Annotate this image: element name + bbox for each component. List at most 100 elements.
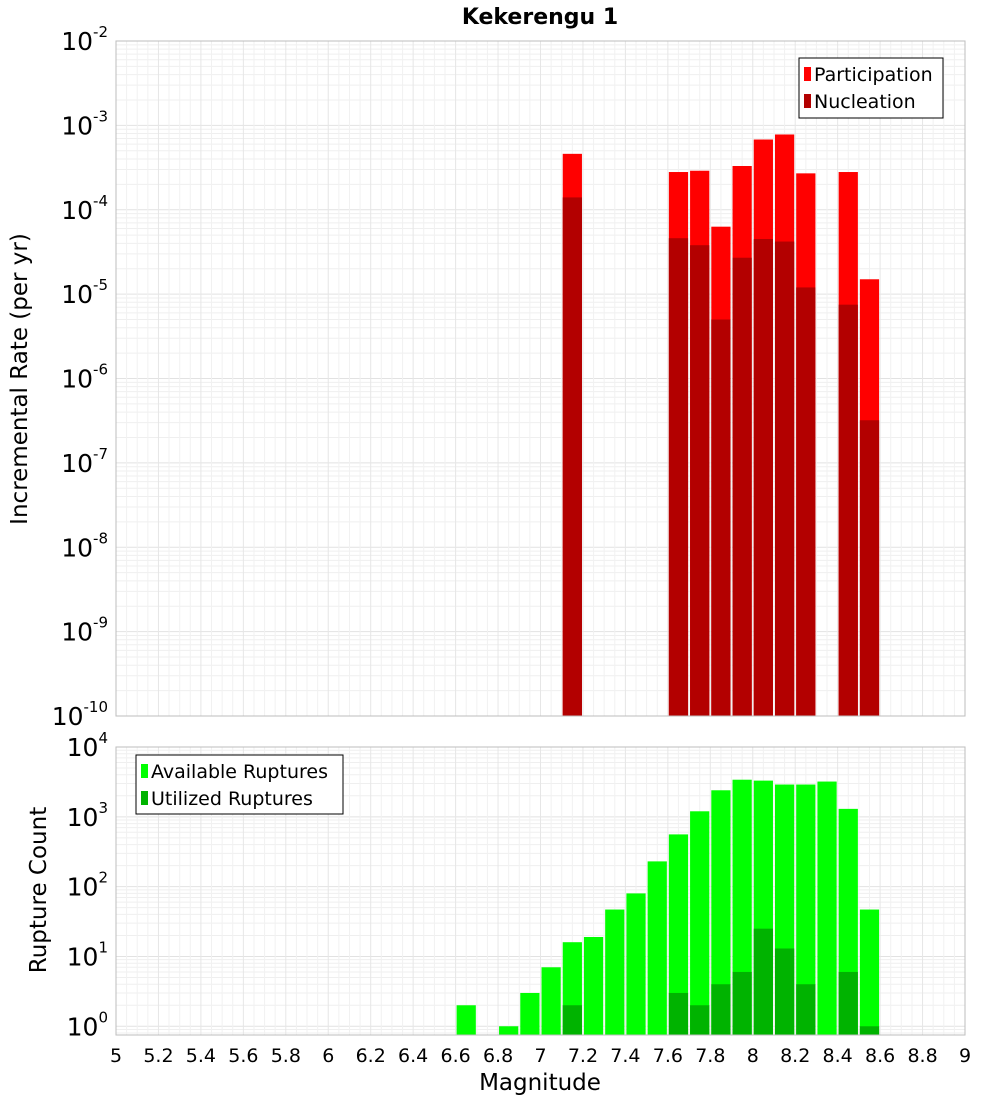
legend-label: Nucleation (814, 91, 916, 113)
y-tick-exponent: 3 (98, 799, 108, 817)
y-tick-base: 10 (61, 196, 93, 225)
bar-available-ruptures (456, 1005, 476, 1035)
bar-utilized-ruptures (838, 971, 858, 1035)
y-tick-exponent: -4 (93, 192, 108, 210)
y-tick-label: 10-7 (61, 445, 108, 478)
x-tick-label: 6 (322, 1045, 334, 1067)
legend-swatch (141, 764, 148, 778)
bar-nucleation (562, 197, 582, 717)
bar-nucleation (838, 304, 858, 716)
bar-nucleation (859, 420, 880, 716)
legend-label: Participation (814, 64, 933, 86)
bar-nucleation (796, 287, 816, 716)
x-tick-label: 7.4 (610, 1045, 640, 1067)
y-tick-base: 10 (61, 449, 93, 478)
bar-available-ruptures (690, 811, 710, 1035)
x-tick-label: 7 (534, 1045, 546, 1067)
y-tick-label: 10-2 (61, 23, 108, 56)
y-tick-exponent: -8 (93, 529, 108, 547)
chart-title: Kekerengu 1 (462, 5, 618, 30)
x-tick-label: 8.2 (780, 1045, 810, 1067)
y-tick-exponent: 0 (98, 1008, 108, 1026)
bar-nucleation (690, 245, 710, 717)
x-tick-label: 6.2 (356, 1045, 386, 1067)
plot-frame (115, 40, 966, 717)
bar-available-ruptures (711, 790, 731, 1035)
top-panel: 10-1010-910-810-710-610-510-410-310-2Par… (52, 23, 966, 731)
y-tick-base: 10 (61, 618, 93, 647)
bar-utilized-ruptures (859, 1026, 880, 1035)
x-tick-label: 8.8 (907, 1045, 937, 1067)
bar-available-ruptures (541, 967, 561, 1035)
bar-available-ruptures (520, 992, 540, 1035)
bar-available-ruptures (817, 781, 837, 1035)
bar-available-ruptures (647, 861, 667, 1035)
x-axis-title: Magnitude (479, 1070, 601, 1096)
x-tick-label: 7.6 (653, 1045, 683, 1067)
y-tick-exponent: -10 (84, 698, 109, 716)
bars (456, 779, 880, 1035)
x-tick-label: 5.6 (228, 1045, 258, 1067)
x-tick-label: 7.8 (695, 1045, 725, 1067)
x-tick-label: 7.2 (568, 1045, 598, 1067)
y-tick-label: 10-5 (61, 276, 108, 309)
bar-nucleation (774, 241, 795, 717)
bar-utilized-ruptures (711, 984, 731, 1035)
y-tick-base: 10 (61, 280, 93, 309)
bar-utilized-ruptures (690, 1005, 710, 1035)
bar-utilized-ruptures (668, 992, 689, 1035)
y-tick-base: 10 (61, 27, 93, 56)
y-tick-exponent: 2 (98, 869, 108, 887)
bar-utilized-ruptures (796, 984, 816, 1035)
y-tick-base: 10 (67, 1012, 99, 1041)
legend-box (135, 754, 344, 815)
y-tick-label: 10-10 (52, 698, 108, 731)
x-tick-label: 8.6 (865, 1045, 895, 1067)
y-tick-label: 10-8 (61, 529, 108, 562)
x-tick-label: 5.2 (143, 1045, 173, 1067)
x-tick-label: 9 (959, 1045, 971, 1067)
y-tick-label: 10-4 (61, 192, 108, 225)
legend-swatch (141, 791, 148, 805)
bar-utilized-ruptures (562, 1005, 582, 1035)
y-tick-exponent: -9 (93, 614, 108, 632)
y-tick-base: 10 (61, 111, 93, 140)
y-tick-base: 10 (67, 733, 99, 762)
y-tick-label: 103 (67, 799, 108, 832)
y-tick-label: 10-6 (61, 361, 108, 394)
bottom-y-axis-title: Rupture Count (26, 807, 52, 973)
bar-available-ruptures (668, 834, 689, 1035)
plot-frame (115, 746, 966, 1036)
y-tick-label: 10-9 (61, 614, 108, 647)
y-tick-label: 101 (67, 938, 108, 971)
x-tick-label: 5 (110, 1045, 122, 1067)
bar-utilized-ruptures (774, 948, 795, 1035)
bar-nucleation (668, 238, 689, 716)
x-tick-label: 5.4 (186, 1045, 216, 1067)
bar-available-ruptures (605, 909, 625, 1035)
bar-nucleation (753, 239, 773, 716)
bar-available-ruptures (859, 909, 880, 1035)
y-tick-exponent: 1 (98, 938, 108, 956)
y-tick-base: 10 (67, 942, 99, 971)
y-tick-base: 10 (67, 873, 99, 902)
y-tick-base: 10 (61, 365, 93, 394)
y-tick-exponent: -3 (93, 107, 108, 125)
bar-available-ruptures (499, 1026, 519, 1035)
bar-available-ruptures (732, 779, 752, 1035)
legend: Participation Nucleation (798, 57, 944, 119)
bars (562, 134, 880, 717)
legend: Available Ruptures Utilized Ruptures (135, 754, 344, 815)
y-tick-exponent: -7 (93, 445, 108, 463)
legend-swatch (804, 94, 811, 108)
legend-label: Available Ruptures (151, 761, 328, 783)
y-tick-base: 10 (52, 702, 84, 731)
y-tick-label: 102 (67, 869, 108, 902)
y-tick-base: 10 (61, 533, 93, 562)
bar-nucleation (711, 319, 731, 716)
bar-nucleation (732, 257, 752, 716)
grid (115, 41, 966, 717)
